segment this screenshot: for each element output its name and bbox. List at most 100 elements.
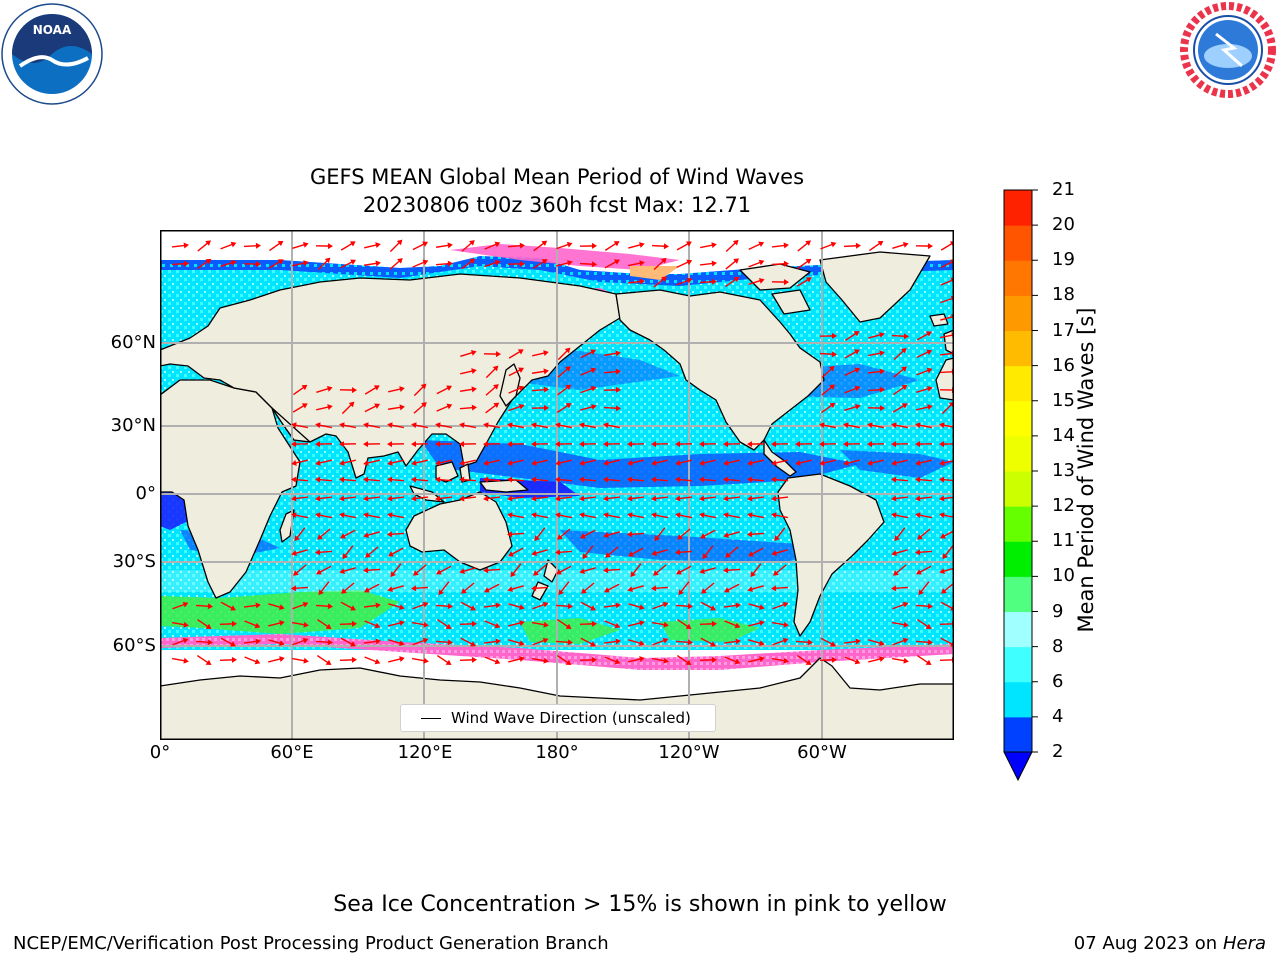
wave-direction-arrow [339, 495, 357, 502]
colorbar-tick-label: 2 [1052, 741, 1064, 762]
wave-direction-arrow [339, 459, 356, 466]
wave-direction-arrow [556, 618, 572, 630]
wave-direction-arrow [483, 602, 501, 609]
wave-direction-arrow [868, 350, 885, 357]
wave-direction-arrow [820, 241, 837, 250]
wave-direction-arrow [843, 441, 861, 448]
wave-direction-arrow [315, 603, 333, 610]
colorbar-tick-label: 6 [1052, 670, 1064, 692]
wave-direction-arrow [821, 402, 836, 414]
wave-direction-arrow [654, 527, 666, 542]
colorbar-segment [1004, 646, 1032, 683]
wave-direction-arrow [389, 239, 403, 253]
wave-direction-arrow [461, 240, 475, 252]
wave-direction-arrow [916, 404, 933, 411]
wave-direction-arrow [196, 618, 212, 630]
wave-direction-arrow [195, 603, 213, 610]
credit-branch: NCEP/EMC/Verification Post Processing Pr… [13, 933, 609, 954]
wave-direction-arrow [771, 279, 789, 286]
wave-direction-arrow [676, 259, 693, 269]
wave-direction-arrow [723, 638, 741, 645]
wave-direction-arrow [507, 476, 525, 483]
wave-direction-arrow [750, 563, 762, 578]
wave-direction-arrow [557, 384, 572, 396]
wave-direction-arrow [387, 441, 405, 448]
wave-direction-arrow [171, 242, 189, 249]
wave-direction-arrow [411, 422, 428, 429]
colorbar-segment [1004, 225, 1032, 261]
colorbar-segment [1004, 365, 1032, 402]
wave-direction-arrow [459, 656, 477, 663]
wave-direction-arrow [675, 603, 693, 610]
wave-direction-arrow [340, 259, 357, 269]
wave-direction-arrow [411, 495, 429, 502]
wave-direction-arrow [773, 564, 787, 576]
wave-direction-arrow [364, 583, 380, 593]
wave-direction-arrow [580, 529, 596, 539]
wave-direction-arrow [725, 258, 739, 270]
wave-direction-arrow [628, 620, 645, 627]
wave-direction-arrow [483, 459, 500, 466]
wave-direction-arrow [651, 459, 668, 466]
wave-direction-arrow [653, 564, 667, 576]
wave-direction-arrow [196, 654, 212, 666]
wave-direction-arrow [507, 422, 524, 429]
wave-direction-arrow [675, 495, 693, 502]
wave-direction-arrow [460, 601, 476, 611]
wave-direction-arrow [363, 422, 380, 429]
wave-direction-arrow [893, 347, 907, 360]
wave-direction-arrow [435, 459, 452, 466]
wave-direction-arrow [796, 654, 812, 666]
wave-direction-arrow [339, 476, 357, 483]
wave-direction-arrow [916, 349, 933, 359]
wave-direction-arrow [772, 637, 789, 646]
wave-direction-arrow [795, 441, 813, 448]
wave-direction-arrow [197, 240, 211, 252]
wave-direction-arrow [627, 441, 645, 448]
wave-direction-arrow [317, 257, 331, 271]
wave-direction-arrow [483, 476, 501, 483]
colorbar-tick-label: 19 [1052, 249, 1075, 271]
wave-direction-arrow [844, 367, 861, 377]
wave-direction-arrow [532, 637, 549, 646]
wave-direction-arrow [603, 512, 620, 519]
wave-direction-arrow [533, 240, 548, 252]
wave-direction-arrow [510, 563, 522, 578]
lon-label-60w: 60°W [797, 742, 847, 763]
wave-direction-arrow [291, 512, 308, 519]
wave-direction-arrow [844, 349, 860, 359]
wave-direction-arrow [435, 603, 453, 610]
wave-direction-arrow [627, 278, 645, 285]
wave-direction-arrow [557, 528, 571, 540]
wave-direction-arrow [867, 422, 884, 429]
wave-direction-arrow [435, 260, 453, 267]
wave-direction-arrow [771, 512, 788, 519]
wave-direction-arrow [603, 441, 621, 448]
wave-direction-arrow [701, 582, 715, 594]
wave-direction-arrow [603, 386, 621, 393]
wave-direction-arrow [363, 459, 380, 466]
wave-direction-arrow [603, 368, 621, 375]
wave-direction-arrow [868, 656, 885, 663]
wave-direction-arrow [844, 331, 860, 341]
wave-direction-arrow [581, 582, 595, 594]
wave-direction-arrow [700, 601, 716, 611]
wave-direction-arrow [363, 260, 381, 267]
colorbar-segment [1004, 330, 1032, 367]
wave-direction-arrow [531, 585, 549, 592]
wave-direction-arrow [627, 512, 644, 519]
wave-direction-arrow [628, 242, 645, 249]
wave-direction-arrow [387, 512, 404, 519]
wave-direction-arrow [436, 385, 453, 395]
wave-direction-arrow [843, 638, 861, 645]
wave-direction-arrow [699, 495, 717, 502]
colorbar-tick-label: 11 [1052, 530, 1075, 552]
wave-direction-arrow [485, 402, 500, 414]
wave-direction-arrow [460, 637, 476, 647]
wave-direction-arrow [723, 459, 740, 466]
wave-direction-arrow [460, 368, 477, 375]
wave-direction-arrow [891, 422, 908, 429]
wave-direction-arrow [651, 657, 669, 664]
colorbar-segment [1004, 295, 1032, 331]
wave-direction-arrow [725, 276, 740, 288]
